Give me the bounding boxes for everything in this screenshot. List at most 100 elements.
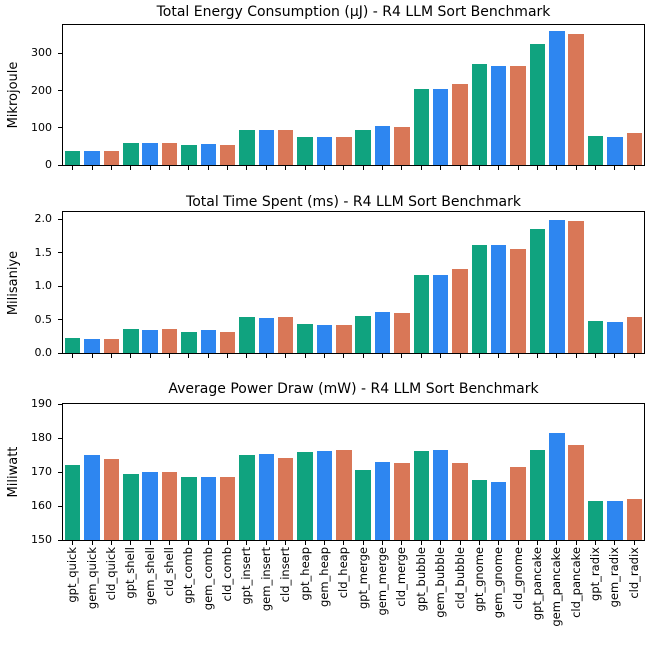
- y-tick-label: 1.5: [34, 245, 53, 259]
- bar-cld_shell: [161, 142, 178, 165]
- bar-gem_radix: [607, 321, 623, 353]
- bar-gem_merge: [374, 462, 391, 540]
- bar-gem_heap: [316, 451, 333, 540]
- bar-gpt_insert: [239, 316, 255, 353]
- x-tick: [91, 541, 93, 545]
- bar-gpt_comb: [181, 331, 197, 353]
- x-tick: [478, 166, 480, 170]
- x-tick: [207, 354, 209, 358]
- y-tick: [58, 52, 63, 54]
- bar-cld_gnome: [510, 467, 526, 540]
- x-tick: [498, 354, 500, 358]
- bar-gem_comb: [200, 477, 216, 540]
- x-tick-label-gem_comb: gem_comb: [200, 547, 215, 611]
- x-tick: [188, 541, 190, 545]
- x-tick: [285, 166, 287, 170]
- bar-gem_heap: [316, 324, 333, 353]
- bar-gpt_pancake: [529, 44, 546, 165]
- x-tick: [401, 166, 403, 170]
- x-tick-label-cld_heap: cld_heap: [336, 547, 351, 599]
- y-tick-label: 0: [45, 158, 52, 171]
- bar-cld_insert: [277, 458, 294, 540]
- x-tick: [169, 166, 171, 170]
- x-tick: [265, 541, 267, 545]
- x-tick: [517, 354, 519, 358]
- chart-title-time: Total Time Spent (ms) - R4 LLM Sort Benc…: [186, 194, 521, 210]
- bar-gpt_insert: [239, 130, 255, 165]
- x-tick: [614, 354, 616, 358]
- x-tick: [72, 166, 74, 170]
- x-tick: [265, 354, 267, 358]
- x-tick-label-gpt_heap: gpt_heap: [297, 547, 312, 601]
- bar-cld_merge: [394, 312, 410, 353]
- x-tick: [323, 541, 325, 545]
- bar-gem_quick: [84, 151, 100, 165]
- bar-gem_quick: [84, 338, 100, 353]
- y-tick-label: 160: [31, 499, 52, 512]
- bar-gem_bubble: [432, 274, 449, 353]
- y-tick: [58, 539, 63, 541]
- bar-gem_radix: [607, 137, 623, 165]
- bar-gem_gnome: [491, 244, 507, 353]
- x-tick: [110, 354, 112, 358]
- bar-gpt_heap: [297, 452, 313, 540]
- bar-cld_heap: [336, 450, 352, 540]
- x-tick-label-cld_quick: cld_quick: [103, 547, 118, 601]
- x-tick: [498, 541, 500, 545]
- x-tick: [323, 166, 325, 170]
- x-tick: [169, 354, 171, 358]
- x-tick: [343, 541, 345, 545]
- y-tick: [58, 403, 63, 405]
- plot-area-energy: [62, 24, 645, 166]
- bar-gpt_shell: [123, 142, 139, 165]
- x-tick-label-cld_shell: cld_shell: [162, 547, 177, 597]
- bar-gpt_bubble: [413, 88, 430, 165]
- bar-cld_radix: [626, 498, 643, 540]
- bar-gpt_quick: [64, 337, 81, 353]
- x-tick: [304, 354, 306, 358]
- y-tick-label: 1.0: [34, 279, 53, 293]
- bar-gpt_gnome: [471, 64, 488, 165]
- x-tick: [130, 354, 132, 358]
- x-tick-label-gem_insert: gem_insert: [258, 547, 273, 612]
- x-tick: [362, 354, 364, 358]
- bar-gpt_heap: [297, 324, 313, 353]
- x-tick: [227, 166, 229, 170]
- bar-gem_heap: [316, 137, 333, 165]
- y-tick: [58, 90, 63, 92]
- x-tick: [478, 354, 480, 358]
- bar-gpt_gnome: [471, 245, 488, 353]
- x-tick-label-gpt_insert: gpt_insert: [239, 547, 254, 605]
- bar-gem_insert: [258, 454, 275, 540]
- x-tick: [595, 541, 597, 545]
- bar-gem_pancake: [549, 432, 565, 540]
- y-tick-label: 100: [31, 120, 52, 134]
- x-tick: [459, 166, 461, 170]
- x-tick: [110, 541, 112, 545]
- x-tick-label-gpt_merge: gpt_merge: [355, 547, 370, 610]
- bar-cld_insert: [277, 130, 294, 165]
- bar-cld_quick: [103, 151, 120, 165]
- y-tick-label: 200: [31, 83, 52, 97]
- x-tick: [517, 166, 519, 170]
- bar-gem_merge: [374, 125, 391, 165]
- bar-gpt_radix: [587, 320, 604, 353]
- x-tick-label-cld_merge: cld_merge: [394, 547, 409, 607]
- plot-area-time: [62, 211, 645, 354]
- x-tick: [440, 166, 442, 170]
- bar-gpt_insert: [239, 455, 255, 540]
- x-tick: [246, 354, 248, 358]
- bar-gpt_merge: [355, 130, 371, 165]
- x-tick: [285, 541, 287, 545]
- x-tick: [207, 166, 209, 170]
- x-tick: [614, 541, 616, 545]
- bar-gem_shell: [142, 143, 158, 165]
- bar-cld_shell: [161, 472, 178, 540]
- bar-gpt_shell: [123, 328, 139, 353]
- bar-cld_quick: [103, 338, 120, 353]
- bar-gpt_quick: [64, 465, 81, 540]
- x-tick-label-gpt_shell: gpt_shell: [123, 547, 138, 599]
- x-tick: [130, 541, 132, 545]
- bar-gem_radix: [607, 500, 623, 540]
